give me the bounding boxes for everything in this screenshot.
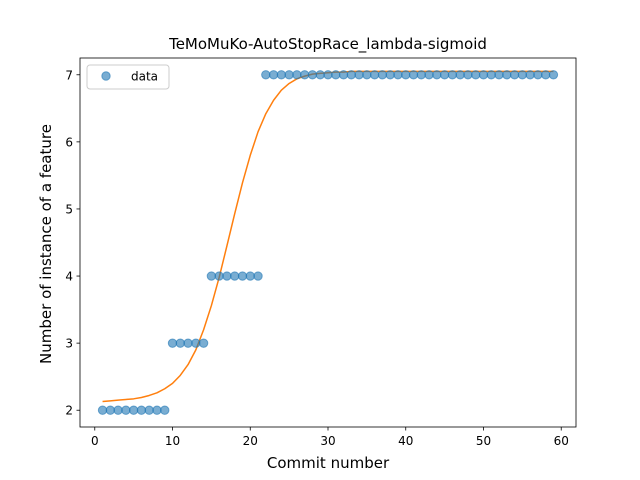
- plot-area: 0 10 20 30 40 50 60 2 3 4 5 6 7 data: [65, 57, 577, 448]
- y-tick-label: 4: [65, 270, 73, 284]
- legend-box: [86, 64, 170, 90]
- data-point: [346, 70, 357, 80]
- x-tick-label: 0: [91, 434, 99, 448]
- data-point: [502, 70, 512, 80]
- data-point: [338, 70, 349, 80]
- y-tick-label: 2: [65, 404, 73, 418]
- data-point: [191, 338, 201, 348]
- data-point: [401, 70, 411, 80]
- data-point: [362, 70, 372, 80]
- data-point: [315, 70, 325, 80]
- legend-marker: [101, 71, 111, 81]
- legend: data: [86, 64, 170, 90]
- y-tick-label: 6: [65, 135, 73, 149]
- data-point: [416, 70, 426, 80]
- data-point: [432, 70, 442, 80]
- data-point: [152, 405, 162, 415]
- x-tick-label: 60: [554, 434, 569, 448]
- data-point: [377, 70, 388, 80]
- data-point: [253, 271, 263, 281]
- data-point: [369, 70, 380, 80]
- y-tick-label: 3: [65, 337, 73, 351]
- data-point: [509, 70, 520, 80]
- data-point: [455, 70, 465, 80]
- data-point: [393, 70, 403, 80]
- data-point: [268, 70, 279, 80]
- data-point: [463, 70, 473, 80]
- data-point: [408, 70, 419, 80]
- data-point: [331, 70, 341, 80]
- y-axis-label: Number of instance of a feature: [37, 124, 55, 364]
- data-point: [222, 271, 232, 281]
- data-point: [245, 271, 255, 281]
- data-point: [307, 70, 318, 80]
- data-point: [97, 405, 108, 415]
- data-point: [121, 405, 131, 415]
- data-point: [323, 70, 333, 80]
- data-point: [144, 405, 154, 415]
- x-tick-label: 40: [398, 434, 413, 448]
- data-point: [486, 70, 496, 80]
- x-tick-label: 10: [165, 434, 180, 448]
- data-point: [214, 271, 224, 281]
- data-point: [478, 70, 489, 80]
- data-point: [160, 405, 170, 415]
- data-point: [299, 70, 310, 80]
- x-axis-label: Commit number: [267, 454, 390, 472]
- data-point: [206, 271, 217, 281]
- data-point: [230, 271, 240, 281]
- chart-title: TeMoMuKo-AutoStopRace_lambda-sigmoid: [168, 35, 487, 54]
- data-point: [439, 70, 450, 80]
- data-point: [354, 70, 364, 80]
- data-point: [128, 405, 139, 415]
- data-point: [525, 70, 535, 80]
- x-tick-label: 20: [243, 434, 258, 448]
- data-point: [276, 70, 287, 80]
- data-point: [292, 70, 302, 80]
- data-point: [167, 338, 178, 348]
- data-point: [237, 271, 248, 281]
- data-point: [198, 338, 209, 348]
- data-point: [113, 405, 123, 415]
- x-tick-label: 50: [476, 434, 491, 448]
- data-point: [284, 70, 294, 80]
- data-point: [136, 405, 147, 415]
- data-point: [183, 338, 193, 348]
- legend-label: data: [131, 70, 158, 84]
- y-tick-label: 5: [65, 202, 73, 216]
- data-point: [471, 70, 481, 80]
- data-point: [175, 338, 185, 348]
- data-point: [517, 70, 528, 80]
- data-point: [447, 70, 458, 80]
- data-point: [424, 70, 434, 80]
- y-tick-label: 7: [65, 68, 73, 82]
- data-point: [533, 70, 543, 80]
- x-tick-label: 30: [320, 434, 335, 448]
- data-point: [548, 70, 559, 80]
- data-point: [385, 70, 395, 80]
- data-point: [494, 70, 504, 80]
- data-point: [540, 70, 551, 80]
- data-point: [261, 70, 271, 80]
- data-point: [105, 405, 116, 415]
